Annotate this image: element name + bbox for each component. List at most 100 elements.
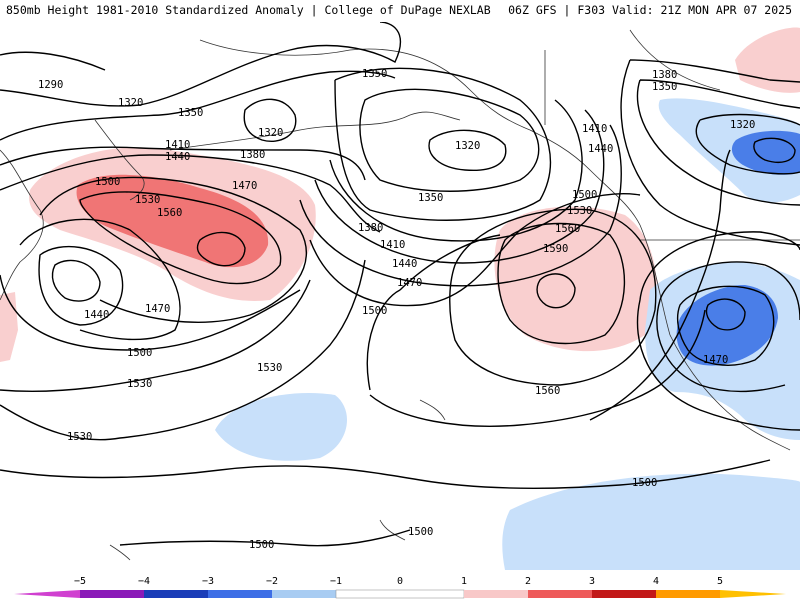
colorbar-tick: 5 xyxy=(717,576,723,587)
contour-1530-south xyxy=(0,259,366,441)
contour-label: 1380 xyxy=(240,149,265,161)
contour-label: 1320 xyxy=(730,119,755,131)
contour-canada-low-4 xyxy=(620,59,800,246)
contour-label: 1560 xyxy=(535,385,560,397)
contour-1500-west xyxy=(39,176,307,323)
contour-label: 1590 xyxy=(543,243,568,255)
contour-1470-east xyxy=(299,124,622,287)
colorbar-left-arrow xyxy=(14,590,80,598)
contour-label: 1500 xyxy=(362,305,387,317)
colorbar-right-arrow xyxy=(720,590,786,598)
contour-1500-south xyxy=(0,459,771,489)
colorbar-segment xyxy=(464,590,528,598)
contour-west-us-low-4 xyxy=(636,231,800,431)
colorbar-tick: −3 xyxy=(202,576,214,587)
colorbar-tick: 3 xyxy=(589,576,595,587)
contour-label: 1380 xyxy=(358,222,383,234)
strong-negative-anomaly-west-us xyxy=(676,285,778,366)
contour-label: 1350 xyxy=(652,81,677,93)
contour-west-us-low-1 xyxy=(705,298,746,331)
contour-label: 1350 xyxy=(178,107,203,119)
colorbar-tick: 4 xyxy=(653,576,659,587)
contour-1290 xyxy=(0,51,106,71)
negative-anomaly-mid-pacific xyxy=(215,393,347,461)
contour-label: 1560 xyxy=(555,223,580,235)
colorbar-tick: −4 xyxy=(138,576,150,587)
negative-anomaly-south xyxy=(502,473,800,570)
strong-negative-anomaly-canada xyxy=(731,130,800,175)
contour-label: 1350 xyxy=(362,68,387,80)
contour-canada-low-3 xyxy=(636,79,800,206)
contour-1500-east xyxy=(589,149,731,421)
colorbar-segment xyxy=(144,590,208,598)
contour-label: 1410 xyxy=(582,123,607,135)
contour-1500-far-south xyxy=(119,529,411,547)
coastline-east-asia xyxy=(0,149,44,301)
colorbar-segment xyxy=(656,590,720,598)
positive-anomaly-west-pacific xyxy=(0,292,18,362)
contour-label: 1530 xyxy=(135,194,160,206)
contour-label: 1320 xyxy=(455,140,480,152)
coastline-kamchatka xyxy=(94,119,145,201)
contour-label: 1500 xyxy=(127,347,152,359)
coastline-west-us xyxy=(639,224,791,451)
contour-label: 1560 xyxy=(157,207,182,219)
contour-label: 1440 xyxy=(588,143,613,155)
contour-label: 1320 xyxy=(258,127,283,139)
colorbar-segment xyxy=(335,589,465,599)
colorbar-tick: 1 xyxy=(461,576,467,587)
contour-high-east-1590 xyxy=(536,273,576,309)
contour-1350-west xyxy=(0,70,396,141)
contour-1530-mid xyxy=(0,279,311,392)
coastlines xyxy=(0,29,800,561)
coastline-islands xyxy=(109,399,446,561)
colorbar-tick: 2 xyxy=(525,576,531,587)
contour-label: 1290 xyxy=(38,79,63,91)
contour-1380-east xyxy=(334,67,552,221)
contour-1410-1440-west xyxy=(0,154,381,233)
contour-high-east-1560 xyxy=(497,222,626,345)
contour-label: 1470 xyxy=(232,180,257,192)
colorbar-tick: 0 xyxy=(397,576,403,587)
contour-label: 1500 xyxy=(249,539,274,551)
coastline-aleutians xyxy=(169,111,461,151)
contour-west-us-low-2 xyxy=(676,285,775,366)
border-hudson xyxy=(629,29,721,91)
contour-label: 1470 xyxy=(397,277,422,289)
colorbar-segment xyxy=(528,590,592,598)
colorbar-segment xyxy=(592,590,656,598)
contour-label: 1500 xyxy=(408,526,433,538)
contour-label: 1500 xyxy=(632,477,657,489)
strong-positive-anomaly xyxy=(76,174,269,268)
contour-label: 1440 xyxy=(84,309,109,321)
contour-label: 1320 xyxy=(118,97,143,109)
contour-west-us-low-3 xyxy=(656,261,800,393)
contour-gulf-low-1 xyxy=(428,129,507,172)
contour-1500-center xyxy=(309,193,641,307)
colorbar: −5 −4 −3 −2 −1 0 1 2 3 4 5 xyxy=(14,576,786,599)
contour-label: 1530 xyxy=(567,205,592,217)
contour-label: 1440 xyxy=(165,151,190,163)
colorbar-segment xyxy=(80,590,144,598)
anomaly-map: 1290 1320 1350 1350 1320 1380 1320 1410 … xyxy=(0,22,800,570)
contour-label: 1530 xyxy=(257,362,282,374)
contour-1560-west xyxy=(196,231,246,267)
contour-low-alaska xyxy=(243,98,297,142)
anomaly-shading xyxy=(0,27,800,570)
contour-labels: 1290 1320 1350 1350 1320 1380 1320 1410 … xyxy=(38,68,755,551)
contour-label: 1530 xyxy=(67,431,92,443)
contour-canada-low-1 xyxy=(753,137,796,163)
contour-label: 1500 xyxy=(95,176,120,188)
contour-label: 1500 xyxy=(572,189,597,201)
contour-1530-west xyxy=(79,191,282,285)
contour-canada-low-2 xyxy=(695,113,800,175)
colorbar-tick: −1 xyxy=(330,576,342,587)
contour-1470-west xyxy=(19,218,181,341)
contour-label: 1470 xyxy=(703,354,728,366)
colorbar-segment xyxy=(208,590,272,598)
contour-1560-east-open xyxy=(366,234,501,391)
height-contours xyxy=(0,22,800,547)
contour-label: 1530 xyxy=(127,378,152,390)
colorbar-tick: −2 xyxy=(266,576,278,587)
